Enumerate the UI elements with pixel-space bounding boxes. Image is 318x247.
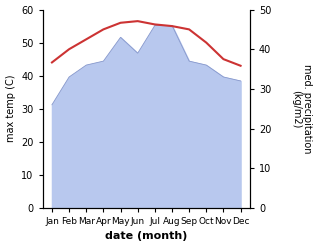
Y-axis label: max temp (C): max temp (C) (5, 75, 16, 143)
X-axis label: date (month): date (month) (105, 231, 187, 242)
Y-axis label: med. precipitation
(kg/m2): med. precipitation (kg/m2) (291, 64, 313, 153)
